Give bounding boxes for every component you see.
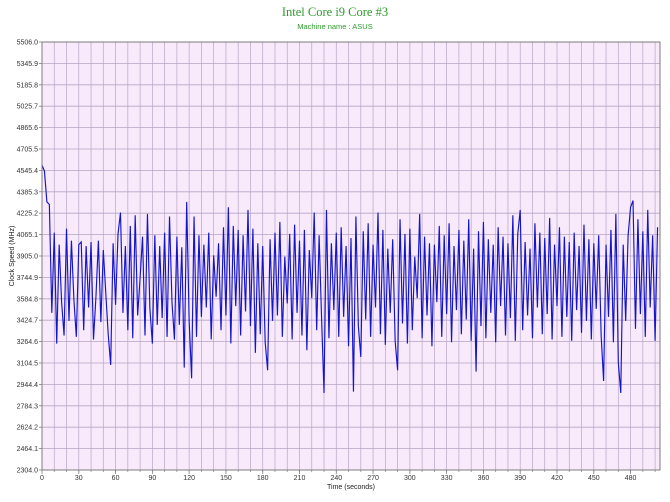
y-tick-label: 5185.8 — [17, 82, 39, 89]
x-tick-label: 270 — [367, 475, 379, 482]
y-tick-label: 5025.7 — [17, 104, 39, 111]
y-tick-label: 4385.3 — [17, 189, 39, 196]
x-tick-label: 300 — [404, 475, 416, 482]
x-tick-label: 30 — [75, 475, 83, 482]
y-tick-label: 3264.6 — [17, 339, 39, 346]
x-tick-label: 390 — [514, 475, 526, 482]
y-tick-label: 3424.7 — [17, 318, 39, 325]
x-tick-label: 240 — [330, 475, 342, 482]
y-tick-label: 2944.4 — [17, 382, 39, 389]
x-tick-label: 360 — [478, 475, 490, 482]
chart-subtitle: Machine name : ASUS — [297, 22, 372, 31]
y-tick-label: 3905.0 — [17, 254, 39, 261]
axis-ticks: 5506.0 5345.9 5185.8 5025.7 4865.6 4705.5 4545… — [17, 40, 656, 482]
y-tick-label: 2464.1 — [17, 446, 39, 453]
y-tick-label: 4865.6 — [17, 125, 39, 132]
y-tick-label: 2784.3 — [17, 403, 39, 410]
x-tick-label: 120 — [183, 475, 195, 482]
y-tick-label: 3744.9 — [17, 275, 39, 282]
x-tick-label: 420 — [551, 475, 563, 482]
y-tick-label: 2304.0 — [17, 468, 39, 475]
x-tick-label: 0 — [40, 475, 44, 482]
x-tick-label: 450 — [588, 475, 600, 482]
x-tick-label: 330 — [441, 475, 453, 482]
y-tick-label: 3584.8 — [17, 296, 39, 303]
x-tick-label: 150 — [220, 475, 232, 482]
y-tick-label: 4545.4 — [17, 168, 39, 175]
series-layer — [41, 164, 659, 394]
y-tick-label: 5345.9 — [17, 61, 39, 68]
y-tick-label: 4705.5 — [17, 147, 39, 154]
y-tick-label: 3104.5 — [17, 361, 39, 368]
x-tick-label: 60 — [112, 475, 120, 482]
x-tick-label: 480 — [625, 475, 637, 482]
series-line — [41, 164, 659, 394]
y-tick-label: 4065.1 — [17, 232, 39, 239]
x-tick-label: 90 — [148, 475, 156, 482]
x-tick-label: 210 — [294, 475, 306, 482]
y-axis-label: Clock Speed (MHz) — [9, 226, 16, 287]
y-tick-label: 5506.0 — [17, 40, 39, 47]
chart-title: Intel Core i9 Core #3 — [282, 5, 388, 19]
x-axis-label: Time (seconds) — [327, 484, 375, 491]
y-tick-label: 2624.2 — [17, 425, 39, 432]
y-tick-label: 4225.2 — [17, 211, 39, 218]
x-tick-label: 180 — [257, 475, 269, 482]
